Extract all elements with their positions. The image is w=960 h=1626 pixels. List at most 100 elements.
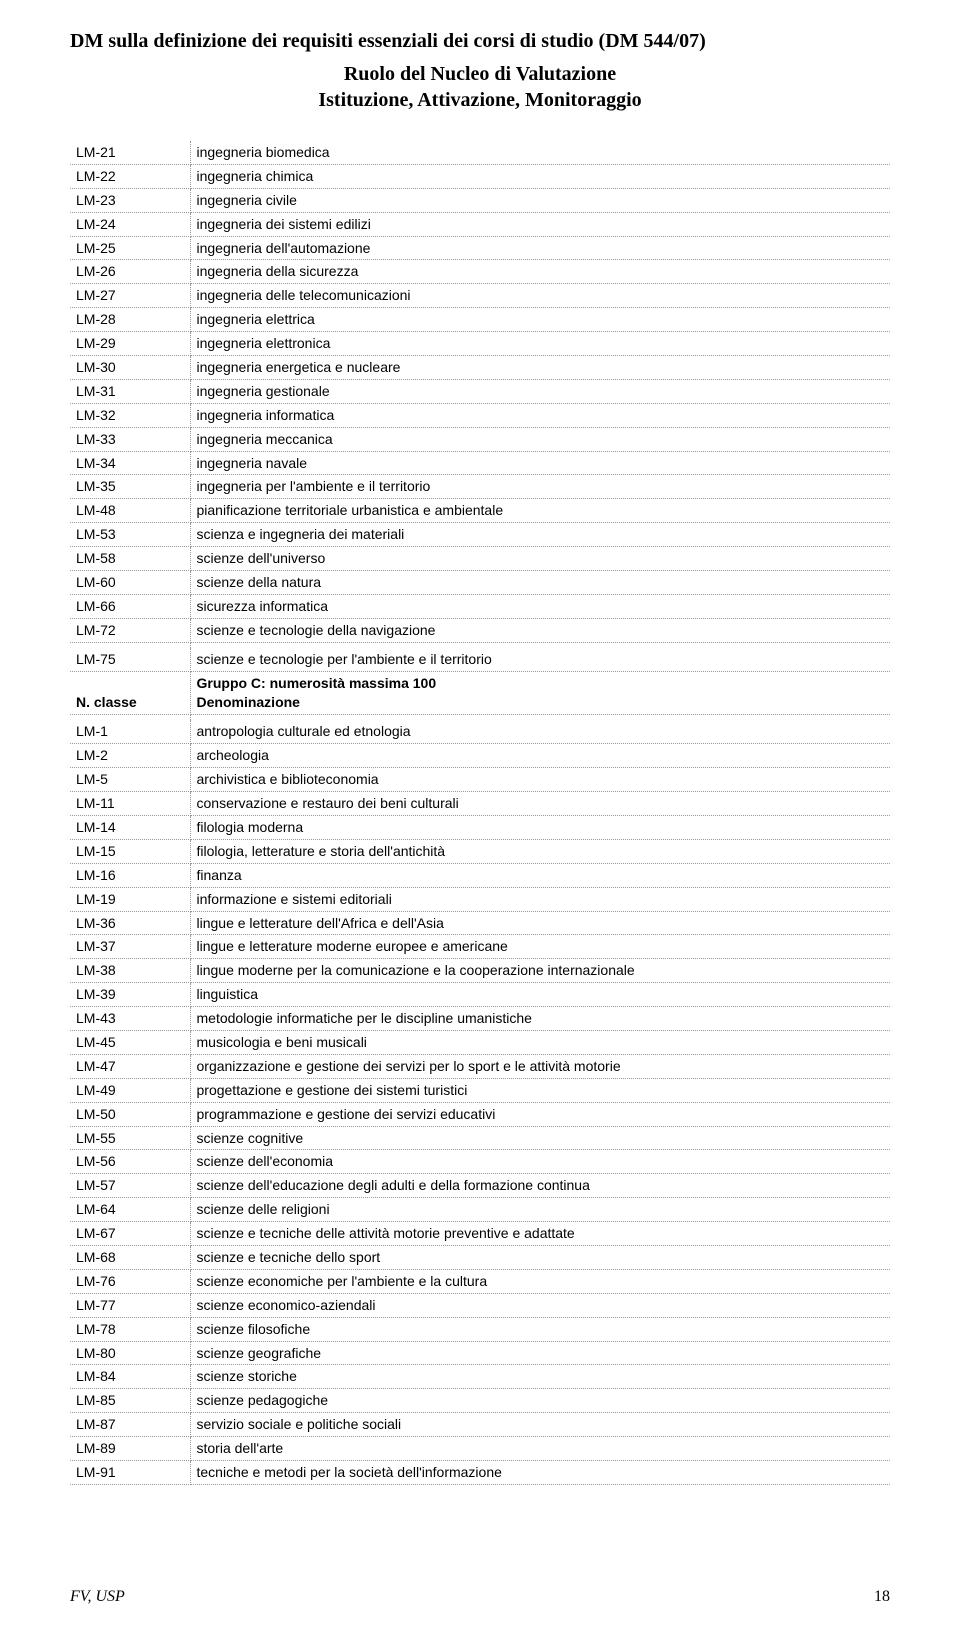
class-label: pianificazione territoriale urbanistica … bbox=[190, 499, 890, 523]
class-code: LM-29 bbox=[70, 332, 190, 356]
class-code: LM-1 bbox=[70, 720, 190, 743]
class-label: metodologie informatiche per le discipli… bbox=[190, 1007, 890, 1031]
class-label: scienze dell'universo bbox=[190, 547, 890, 571]
class-code: LM-27 bbox=[70, 284, 190, 308]
table-row: LM-28ingegneria elettrica bbox=[70, 308, 890, 332]
table-row: LM-72scienze e tecnologie della navigazi… bbox=[70, 618, 890, 642]
classes-table: LM-21ingegneria biomedicaLM-22ingegneria… bbox=[70, 141, 890, 1485]
document-subtitle: Ruolo del Nucleo di Valutazione Istituzi… bbox=[70, 61, 890, 113]
class-label: ingegneria chimica bbox=[190, 164, 890, 188]
class-label: conservazione e restauro dei beni cultur… bbox=[190, 792, 890, 816]
class-label: ingegneria civile bbox=[190, 188, 890, 212]
class-code: LM-84 bbox=[70, 1365, 190, 1389]
class-label: filologia, letterature e storia dell'ant… bbox=[190, 839, 890, 863]
class-label: ingegneria biomedica bbox=[190, 141, 890, 164]
table-row: LM-2archeologia bbox=[70, 744, 890, 768]
document-title: DM sulla definizione dei requisiti essen… bbox=[70, 30, 890, 53]
subtitle-line1: Ruolo del Nucleo di Valutazione bbox=[344, 63, 616, 85]
table-row: LM-48pianificazione territoriale urbanis… bbox=[70, 499, 890, 523]
class-code: LM-67 bbox=[70, 1222, 190, 1246]
class-code: LM-76 bbox=[70, 1269, 190, 1293]
class-code: LM-34 bbox=[70, 451, 190, 475]
table-row: LM-27ingegneria delle telecomunicazioni bbox=[70, 284, 890, 308]
table-row: LM-47organizzazione e gestione dei servi… bbox=[70, 1054, 890, 1078]
class-label: programmazione e gestione dei servizi ed… bbox=[190, 1102, 890, 1126]
class-label: ingegneria meccanica bbox=[190, 427, 890, 451]
class-label: ingegneria elettronica bbox=[190, 332, 890, 356]
class-label: storia dell'arte bbox=[190, 1437, 890, 1461]
class-label: ingegneria elettrica bbox=[190, 308, 890, 332]
class-code: LM-21 bbox=[70, 141, 190, 164]
class-code: LM-30 bbox=[70, 356, 190, 380]
table-row: LM-38lingue moderne per la comunicazione… bbox=[70, 959, 890, 983]
table-row: LM-5archivistica e biblioteconomia bbox=[70, 768, 890, 792]
table-row: LM-55scienze cognitive bbox=[70, 1126, 890, 1150]
class-code: LM-55 bbox=[70, 1126, 190, 1150]
class-label: filologia moderna bbox=[190, 815, 890, 839]
table-row: LM-21ingegneria biomedica bbox=[70, 141, 890, 164]
class-code: LM-15 bbox=[70, 839, 190, 863]
class-code: LM-19 bbox=[70, 887, 190, 911]
class-code: LM-2 bbox=[70, 744, 190, 768]
table-row: LM-80scienze geografiche bbox=[70, 1341, 890, 1365]
table-row: LM-66sicurezza informatica bbox=[70, 594, 890, 618]
table-row: LM-26ingegneria della sicurezza bbox=[70, 260, 890, 284]
class-code: LM-23 bbox=[70, 188, 190, 212]
table-row: LM-87servizio sociale e politiche social… bbox=[70, 1413, 890, 1437]
class-code: LM-36 bbox=[70, 911, 190, 935]
group-header-row: N. classeGruppo C: numerosità massima 10… bbox=[70, 672, 890, 715]
class-label: ingegneria energetica e nucleare bbox=[190, 356, 890, 380]
class-label: lingue e letterature moderne europee e a… bbox=[190, 935, 890, 959]
class-label: progettazione e gestione dei sistemi tur… bbox=[190, 1078, 890, 1102]
class-code: LM-58 bbox=[70, 547, 190, 571]
table-row: LM-1antropologia culturale ed etnologia bbox=[70, 720, 890, 743]
table-row: LM-34ingegneria navale bbox=[70, 451, 890, 475]
class-code: LM-24 bbox=[70, 212, 190, 236]
class-code: LM-14 bbox=[70, 815, 190, 839]
class-label: scienze filosofiche bbox=[190, 1317, 890, 1341]
class-code: LM-64 bbox=[70, 1198, 190, 1222]
table-row: LM-32ingegneria informatica bbox=[70, 403, 890, 427]
class-code: LM-11 bbox=[70, 792, 190, 816]
class-code: LM-60 bbox=[70, 571, 190, 595]
table-row: LM-15filologia, letterature e storia del… bbox=[70, 839, 890, 863]
class-code: LM-25 bbox=[70, 236, 190, 260]
class-label: informazione e sistemi editoriali bbox=[190, 887, 890, 911]
class-label: scienze economico-aziendali bbox=[190, 1293, 890, 1317]
class-label: ingegneria della sicurezza bbox=[190, 260, 890, 284]
page: DM sulla definizione dei requisiti essen… bbox=[0, 0, 960, 1626]
class-code: LM-89 bbox=[70, 1437, 190, 1461]
class-code: LM-80 bbox=[70, 1341, 190, 1365]
table-row: LM-53scienza e ingegneria dei materiali bbox=[70, 523, 890, 547]
class-code: LM-48 bbox=[70, 499, 190, 523]
class-label: ingegneria dell'automazione bbox=[190, 236, 890, 260]
class-label: archeologia bbox=[190, 744, 890, 768]
class-label: ingegneria dei sistemi edilizi bbox=[190, 212, 890, 236]
footer-page-number: 18 bbox=[874, 1588, 890, 1606]
table-row: LM-33ingegneria meccanica bbox=[70, 427, 890, 451]
table-row: LM-36lingue e letterature dell'Africa e … bbox=[70, 911, 890, 935]
table-row: LM-24ingegneria dei sistemi edilizi bbox=[70, 212, 890, 236]
footer-left: FV, USP bbox=[70, 1588, 125, 1606]
class-label: ingegneria gestionale bbox=[190, 379, 890, 403]
table-row: LM-84scienze storiche bbox=[70, 1365, 890, 1389]
class-code: LM-50 bbox=[70, 1102, 190, 1126]
class-code: LM-57 bbox=[70, 1174, 190, 1198]
class-label: scienze dell'educazione degli adulti e d… bbox=[190, 1174, 890, 1198]
class-code: LM-39 bbox=[70, 983, 190, 1007]
class-label: finanza bbox=[190, 863, 890, 887]
table-row: LM-45musicologia e beni musicali bbox=[70, 1030, 890, 1054]
class-label: scienze economiche per l'ambiente e la c… bbox=[190, 1269, 890, 1293]
table-row: LM-49progettazione e gestione dei sistem… bbox=[70, 1078, 890, 1102]
table-row: LM-60scienze della natura bbox=[70, 571, 890, 595]
class-code: LM-66 bbox=[70, 594, 190, 618]
class-code: LM-28 bbox=[70, 308, 190, 332]
group-header-code: N. classe bbox=[70, 672, 190, 715]
class-code: LM-22 bbox=[70, 164, 190, 188]
subtitle-line2: Istituzione, Attivazione, Monitoraggio bbox=[318, 89, 641, 111]
class-label: sicurezza informatica bbox=[190, 594, 890, 618]
class-label: scienze e tecnologie per l'ambiente e il… bbox=[190, 648, 890, 671]
class-code: LM-16 bbox=[70, 863, 190, 887]
table-row: LM-25ingegneria dell'automazione bbox=[70, 236, 890, 260]
class-label: scienze cognitive bbox=[190, 1126, 890, 1150]
